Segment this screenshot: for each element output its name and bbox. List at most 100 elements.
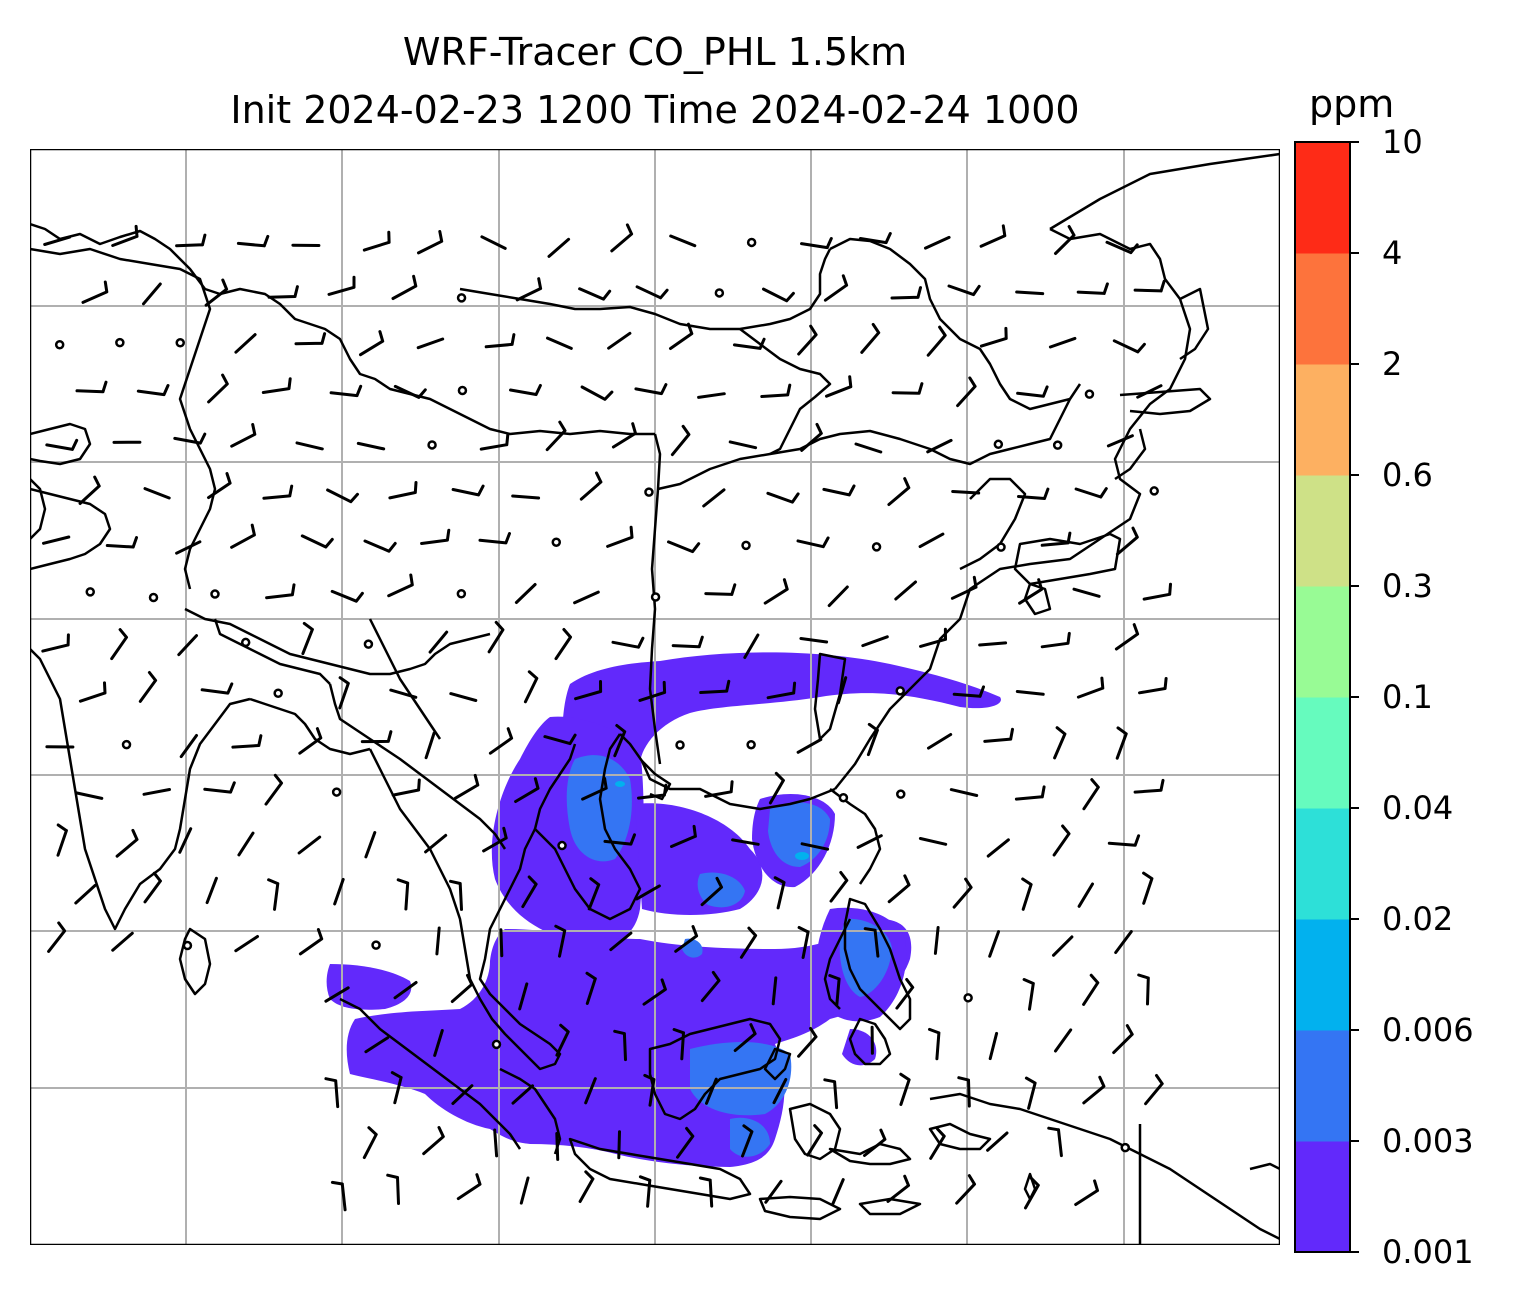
wind-barb [555,1132,560,1161]
wind-barb [1114,623,1140,651]
wind-barb [488,727,514,755]
calm-markers [54,237,1159,1153]
wind-barb [957,1076,971,1108]
wind-barb [587,877,601,911]
wind-barb [554,628,572,661]
wind-barb [1053,726,1067,760]
wind-barb [1040,531,1072,547]
wind-barb [766,491,800,504]
wind-barb [611,422,637,449]
wind-barb [800,842,830,851]
wind-barb [704,780,734,798]
wind-barb [638,1175,652,1208]
wind-barb [822,484,856,497]
wind-barb [956,376,977,408]
wind-barb [670,824,697,848]
wind-barb [731,838,760,846]
wind-barb [676,1126,695,1159]
wind-barb [642,978,667,1006]
calm-marker [1084,389,1095,399]
wind-barb [479,433,510,451]
wind-barb [416,337,445,350]
wind-barb [603,833,636,846]
wind-barb [672,1028,685,1061]
wind-barb [763,578,789,605]
wind-barb [585,971,597,1005]
wind-barb [952,685,985,698]
wind-barb [637,783,668,800]
coastlines [30,152,1280,1245]
colorbar [1294,141,1359,1253]
calm-marker [115,337,125,348]
wind-barb [1105,240,1139,255]
wind-barb [111,931,134,952]
wind-barb [1052,824,1071,857]
wind-barb [203,781,236,794]
wind-barb [609,931,633,952]
wind-barb [1107,834,1141,847]
wind-barb [514,583,537,604]
wind-barb [827,585,849,608]
wind-barb [142,282,162,306]
wind-barb [428,630,449,654]
wind-barb [138,671,158,703]
calm-marker [54,339,65,350]
calm-marker [963,993,973,1003]
wind-barb [1137,973,1150,1006]
wind-barb [41,633,70,653]
wind-barb [175,540,202,555]
wind-barb [825,375,853,398]
wind-barb [136,384,170,397]
wind-barb [362,230,391,252]
wind-barb [546,336,573,350]
wind-barb [1115,526,1139,556]
wind-barb [330,1180,347,1212]
calm-marker [273,688,283,698]
wind-barb [926,325,947,357]
calm-marker [1052,440,1063,450]
wind-barb [950,575,978,600]
wind-barb [362,1126,378,1160]
wind-barb [200,682,234,695]
wind-barb [1144,1074,1164,1106]
wind-barb [175,233,207,248]
wind-barb [858,232,892,245]
wind-barb [261,377,292,394]
wind-barb [295,441,324,451]
wind-barb [670,424,691,457]
calm-marker [551,537,562,547]
wind-barb [899,1072,911,1106]
wind-barb [207,472,232,500]
wind-barb [743,633,760,659]
wind-barb [207,373,229,404]
map-panel [30,149,1280,1245]
wind-barb [391,778,421,797]
wind-barb [578,1170,595,1203]
wind-barb [700,876,723,907]
wind-barb [417,230,444,255]
wind-barb [329,384,363,398]
wind-barb [863,1128,887,1157]
wind-barb [894,580,917,601]
wind-barb [450,973,474,1003]
colorbar-segment [1295,1030,1350,1142]
colorbar-tick-label: 0.02 [1382,900,1454,938]
wind-barb [799,637,829,644]
colorbar-tick-label: 0.1 [1382,678,1433,716]
calm-marker [427,440,437,450]
colorbar-tick-label: 0.04 [1382,789,1454,827]
calm-marker [456,293,467,303]
wind-barb [387,573,414,598]
wind-barb [700,970,721,1003]
wind-barb [45,438,79,451]
wind-barb [797,1026,818,1058]
wind-barb [330,589,364,603]
wind-barb [1076,282,1109,295]
wind-barb [733,1023,757,1052]
wind-barb [1082,1075,1106,1105]
wind-barb [1017,487,1050,500]
wind-barb [978,641,1008,647]
wind-barb [205,876,218,905]
wind-barb [983,727,1014,743]
wind-barb [797,324,818,356]
